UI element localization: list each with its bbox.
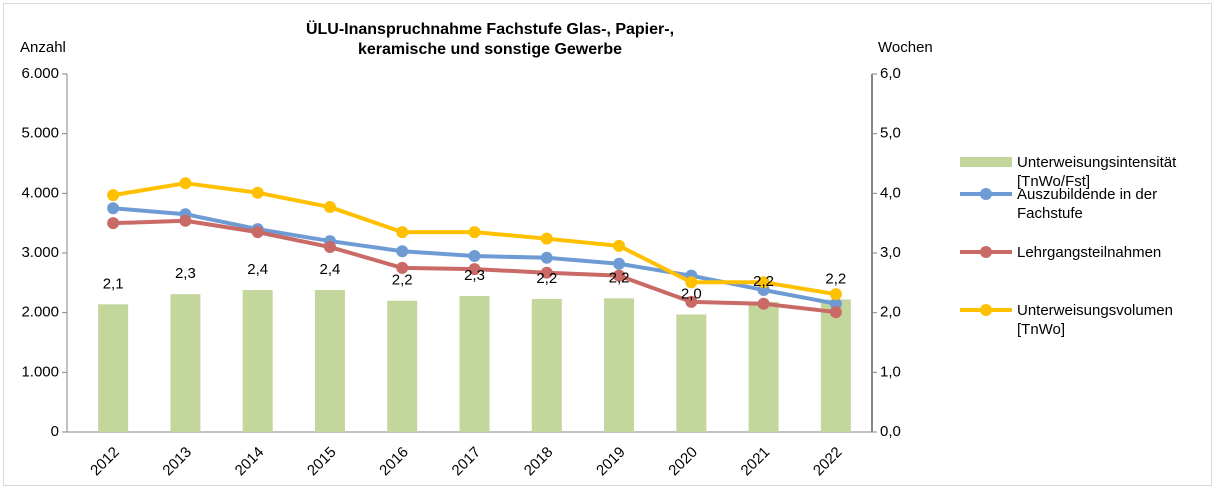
y2-tick-label: 5,0 [880,125,901,142]
data-label: 2,2 [392,272,413,289]
x-tick-label: 2018 [521,444,557,480]
data-label: 2,2 [609,269,630,286]
point [540,266,553,279]
bar [820,299,851,432]
point [179,214,192,227]
point [468,226,481,239]
point [251,226,264,239]
data-label: 2,4 [320,261,341,278]
bar [748,301,779,432]
data-label: 2,1 [103,275,124,292]
point [685,295,698,308]
point [251,186,264,199]
legend-swatch [960,157,1012,167]
y-tick-label: 1.000 [21,363,59,380]
x-tick-label: 2019 [593,444,629,480]
frame [3,3,1212,486]
data-label: 2,2 [825,271,846,288]
y-tick-label: 4.000 [21,184,59,201]
x-tick-label: 2021 [738,444,774,480]
bar [604,298,635,432]
y-tick-label: 6.000 [21,65,59,82]
point [685,276,698,289]
y2-axis-label: Wochen [878,39,933,56]
legend-marker [980,304,992,316]
point [323,201,336,214]
data-label: 2,2 [753,273,774,290]
point [540,232,553,245]
point [829,306,842,319]
data-label: 2,3 [464,267,485,284]
legend-label: Auszubildende in der Fachstufe [1017,186,1158,222]
chart-title: ÜLU-Inanspruchnahme Fachstufe Glas-, Pap… [305,21,675,58]
point [396,226,409,239]
bar [676,314,707,432]
bar [242,289,273,432]
point [107,217,120,230]
x-tick-label: 2014 [232,444,268,480]
y-tick-label: 0 [51,423,59,440]
point [540,251,553,264]
legend-marker [980,188,992,200]
y2-tick-label: 6,0 [880,65,901,82]
y2-tick-label: 3,0 [880,244,901,261]
point [613,257,626,270]
y-axis-label: Anzahl [20,39,66,56]
point [396,245,409,258]
y2-tick-label: 4,0 [880,184,901,201]
y2-tick-label: 0,0 [880,423,901,440]
legend-label: Unterweisungsvolumen [TnWo] [1017,302,1173,338]
point [323,241,336,254]
bar [531,298,562,432]
y-tick-label: 3.000 [21,244,59,261]
x-tick-label: 2016 [376,444,412,480]
point [107,189,120,202]
point [829,297,842,310]
x-tick-label: 2013 [159,444,195,480]
data-label: 2,3 [175,265,196,282]
x-tick-label: 2020 [665,444,701,480]
point [757,276,770,289]
bar [387,300,418,432]
point [107,202,120,215]
y-tick-label: 5.000 [21,125,59,142]
legend-marker [980,246,992,258]
bar [459,295,490,432]
bar [314,289,345,432]
data-label: 2,2 [536,270,557,287]
data-label: 2,0 [681,285,702,302]
point [757,297,770,310]
x-tick-label: 2017 [449,444,485,480]
point [613,269,626,282]
y2-tick-label: 2,0 [880,304,901,321]
x-tick-label: 2012 [87,444,123,480]
y2-tick-label: 1,0 [880,363,901,380]
point [468,249,481,262]
point [613,239,626,252]
bar [170,294,201,432]
data-label: 2,4 [247,261,268,278]
x-tick-label: 2022 [810,444,846,480]
point [396,261,409,274]
y-tick-label: 2.000 [21,304,59,321]
point [468,263,481,276]
point [179,177,192,190]
bar [98,304,129,432]
legend-label: Unterweisungsintensität [TnWo/Fst] [1017,154,1177,190]
legend-label: Lehrgangsteilnahmen [1017,244,1162,261]
point [829,288,842,301]
x-tick-label: 2015 [304,444,340,480]
